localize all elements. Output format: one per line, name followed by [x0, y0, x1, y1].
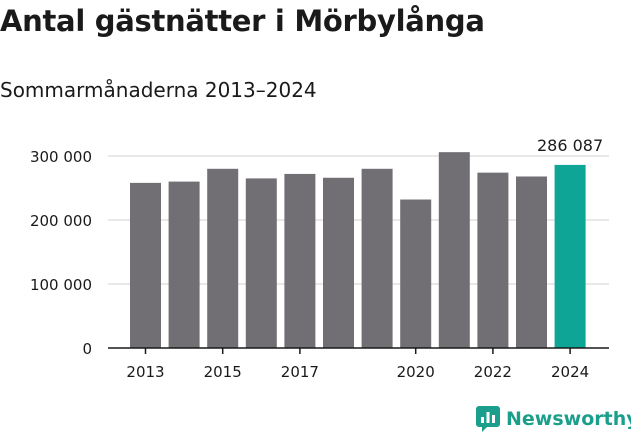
newsworthy-logo-icon [476, 406, 500, 432]
bar-chart: 0 100 000 200 000 300 000 2013 2015 2017 2020 20… [30, 136, 609, 381]
data-label-2024: 286 087 [537, 136, 603, 155]
chart-subtitle: Sommarmånaderna 2013–2024 [0, 78, 317, 102]
bar-2024 [554, 164, 586, 348]
chart-title: Antal gästnätter i Mörbylånga [0, 4, 485, 38]
bar-2013 [130, 182, 161, 348]
y-tick-label: 0 [82, 340, 92, 358]
bar-2015 [207, 168, 239, 348]
bar-2020 [400, 199, 432, 348]
bar-2021 [438, 152, 470, 348]
bar-2016 [245, 178, 277, 348]
x-tick-label: 2013 [126, 363, 164, 381]
x-tick-label: 2020 [397, 363, 435, 381]
bar-2018 [323, 177, 354, 348]
y-tick-label: 200 000 [30, 212, 92, 230]
y-tick-label: 100 000 [30, 276, 92, 294]
bar-2022 [477, 172, 509, 348]
x-tick-label: 2017 [281, 363, 319, 381]
y-tick-label: 300 000 [30, 148, 92, 166]
x-tick-label: 2022 [474, 363, 512, 381]
x-tick-label: 2015 [204, 363, 242, 381]
bar-2017 [284, 173, 316, 348]
bar-2023 [516, 176, 547, 348]
bar-2014 [168, 181, 200, 348]
x-tick-label: 2024 [551, 363, 589, 381]
bar-2019 [361, 168, 393, 348]
brand-name: Newsworthy [506, 408, 631, 430]
brand: Newsworthy [476, 406, 631, 432]
